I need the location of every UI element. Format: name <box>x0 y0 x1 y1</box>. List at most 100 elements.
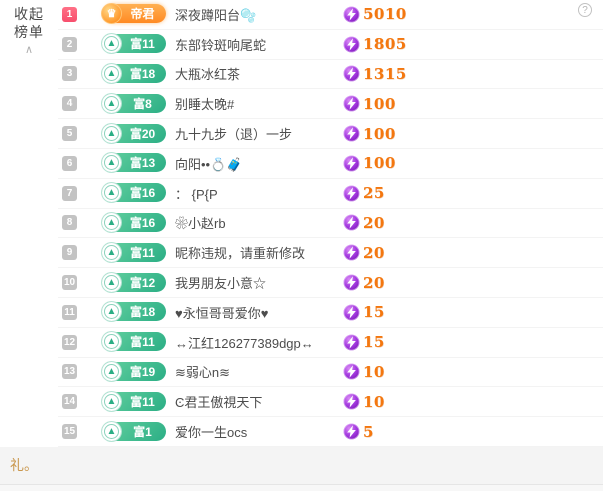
value-group: 100 <box>343 154 396 172</box>
wealth-level-badge: ▲ 富12 <box>101 271 166 293</box>
sidebar: 收起 榜单 ∧ <box>0 0 58 447</box>
rank-number: 2 <box>62 36 77 52</box>
rank-number: 4 <box>62 96 77 112</box>
leaderboard-row[interactable]: 4 ▲ 富8 别睡太晚# <box>58 89 603 120</box>
lightning-coin-icon <box>343 363 360 380</box>
value-group: 5010 <box>343 5 407 23</box>
rank-number: 10 <box>62 275 77 291</box>
rank-main-area: 收起 榜单 ∧ 1 ♛ 帝君 深夜蹲阳台🫧 <box>0 0 603 447</box>
rank-number: 15 <box>62 424 77 440</box>
gift-tab-label[interactable]: 礼。 <box>10 457 38 473</box>
contribution-value: 20 <box>363 273 385 292</box>
badge-label: 富11 <box>130 37 155 52</box>
rank-number: 8 <box>62 215 77 231</box>
badge-label: 富13 <box>129 156 156 171</box>
leaderboard-row[interactable]: 3 ▲ 富18 大瓶冰红茶 <box>58 60 603 90</box>
level-up-arrow-icon: ▲ <box>101 360 122 382</box>
badge-label: 富12 <box>129 275 156 290</box>
wealth-level-badge: ▲ 富20 <box>101 122 166 144</box>
level-up-arrow-icon: ▲ <box>101 420 122 442</box>
rank-number: 14 <box>62 394 77 410</box>
badge-label: 富18 <box>129 66 156 81</box>
username: ♥永恒哥哥爱你♥ <box>175 305 269 321</box>
username: 别睡太晚# <box>175 97 235 113</box>
leaderboard-row[interactable]: 11 ▲ 富18 ♥永恒哥哥爱你♥ <box>58 298 603 328</box>
badge-wrap: ▲ 富16 <box>101 182 170 204</box>
lightning-coin-icon <box>343 95 360 112</box>
lightning-coin-icon <box>343 36 360 53</box>
value-group: 5 <box>343 423 374 441</box>
value-group: 20 <box>343 274 385 292</box>
level-up-arrow-icon: ▲ <box>101 152 122 174</box>
leaderboard-row[interactable]: 1 ♛ 帝君 深夜蹲阳台🫧 <box>58 0 603 30</box>
badge-wrap: ▲ 富12 <box>101 271 170 293</box>
collapse-rank-list-button[interactable]: 收起 榜单 ∧ <box>14 5 44 56</box>
lightning-coin-icon <box>343 244 360 261</box>
username: 九十九步（退）一步 <box>175 127 293 143</box>
contribution-value: 10 <box>363 362 385 381</box>
level-up-arrow-icon: ▲ <box>101 62 122 84</box>
badge-label: 富11 <box>130 245 155 260</box>
badge-label: 富18 <box>129 305 156 320</box>
contribution-value: 20 <box>363 213 385 232</box>
leaderboard-row[interactable]: 9 ▲ 富11 昵称违规，请重新修改 <box>58 238 603 269</box>
rank-number: 13 <box>62 364 77 380</box>
level-up-arrow-icon: ▲ <box>101 182 122 204</box>
username: 大瓶冰红茶 <box>175 67 241 83</box>
contribution-value: 25 <box>363 184 385 203</box>
leaderboard-row[interactable]: 10 ▲ 富12 我男朋友小意☆ <box>58 268 603 298</box>
contribution-value: 1805 <box>363 35 407 54</box>
leaderboard-row[interactable]: 8 ▲ 富16 ❀小赵rb <box>58 209 603 239</box>
leaderboard-row[interactable]: 15 ▲ 富1 爱你一生ocs <box>58 417 603 447</box>
lightning-coin-icon <box>343 125 360 142</box>
username: Ͼ君王傲視天下 <box>175 395 263 411</box>
lightning-coin-icon <box>343 393 360 410</box>
badge-label: 富8 <box>133 96 152 111</box>
lightning-coin-icon <box>343 334 360 351</box>
leaderboard-row[interactable]: 14 ▲ 富11 Ͼ君王傲視天下 <box>58 387 603 418</box>
leaderboard-row[interactable]: 2 ▲ 富11 东部铃斑响尾蛇 <box>58 30 603 60</box>
wealth-level-badge: ▲ 富18 <box>101 301 166 323</box>
rank-number: 11 <box>62 304 77 320</box>
leaderboard-row[interactable]: 13 ▲ 富19 ≋弱心n≋ <box>58 358 603 388</box>
value-group: 25 <box>343 184 385 202</box>
value-group: 20 <box>343 214 385 232</box>
contribution-value: 15 <box>363 303 385 322</box>
leaderboard-row[interactable]: 6 ▲ 富13 向阳••💍🧳 <box>58 149 603 179</box>
value-group: 15 <box>343 333 385 351</box>
rank-number: 12 <box>62 334 77 350</box>
username: 深夜蹲阳台🫧 <box>175 7 257 23</box>
badge-wrap: ▲ 富18 <box>101 301 170 323</box>
badge-label: 富1 <box>133 424 152 439</box>
username: 向阳••💍🧳 <box>175 156 243 172</box>
wealth-level-badge: ▲ 富11 <box>101 33 166 55</box>
rank-number: 7 <box>62 185 77 201</box>
badge-wrap: ▲ 富1 <box>101 420 170 442</box>
leaderboard-row[interactable]: 12 ▲ 富11 ↔江红126277389dgp↔ <box>58 328 603 358</box>
rank-number: 6 <box>62 155 77 171</box>
level-up-arrow-icon: ▲ <box>101 331 122 353</box>
lightning-coin-icon <box>343 6 360 23</box>
contribution-value: 10 <box>363 392 385 411</box>
help-icon[interactable]: ? <box>578 3 592 17</box>
crown-icon: ♛ <box>101 3 122 25</box>
level-up-arrow-icon: ▲ <box>101 33 122 55</box>
badge-wrap: ▲ 富19 <box>101 360 170 382</box>
lightning-coin-icon <box>343 274 360 291</box>
badge-wrap: ▲ 富8 <box>101 92 170 114</box>
level-up-arrow-icon: ▲ <box>101 122 122 144</box>
leaderboard-row[interactable]: 5 ▲ 富20 九十九步（退）一步 <box>58 119 603 149</box>
badge-label: 帝君 <box>130 7 155 22</box>
wealth-level-badge: ▲ 富8 <box>101 92 166 114</box>
lightning-coin-icon <box>343 214 360 231</box>
wealth-level-badge: ▲ 富1 <box>101 420 166 442</box>
badge-label: 富16 <box>129 215 156 230</box>
level-up-arrow-icon: ▲ <box>101 301 122 323</box>
rank-number: 9 <box>62 245 77 261</box>
username: 昵称违规，请重新修改 <box>175 246 306 262</box>
badge-wrap: ▲ 富11 <box>101 390 170 412</box>
collapse-label-line1: 收起 <box>14 6 44 22</box>
lightning-coin-icon <box>343 185 360 202</box>
leaderboard-row[interactable]: 7 ▲ 富16 ： {P{P <box>58 179 603 209</box>
contribution-value: 5 <box>363 422 374 441</box>
